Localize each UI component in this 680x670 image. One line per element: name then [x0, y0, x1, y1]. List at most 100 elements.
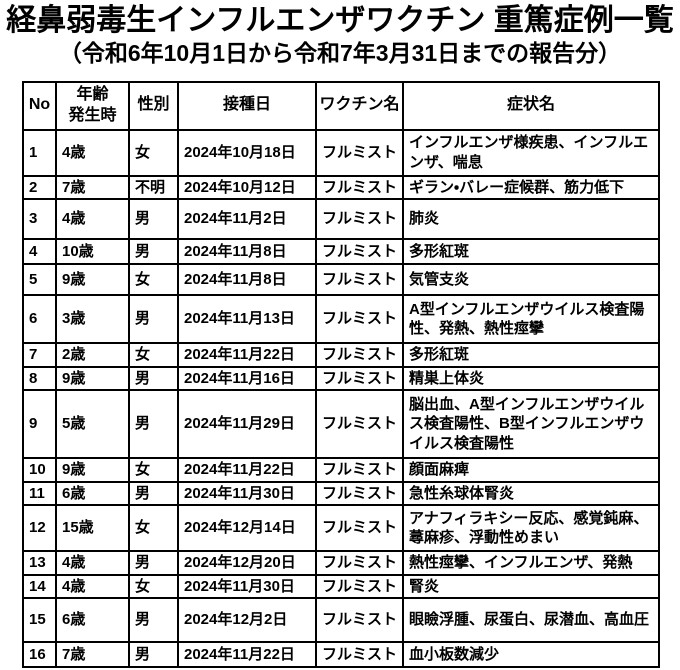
- table-row: 15 6歳男 2024年12月2日 フルミスト 眼瞼浮腫、尿蛋白、尿潜血、高血圧: [22, 597, 660, 644]
- serious-case-table: No 年齢 発生時 性別 接種日 ワクチン名 症状名 1 4歳女 2024年10月1…: [22, 81, 660, 669]
- cell-no: 10: [22, 457, 57, 483]
- cell-date: 2024年11月8日: [177, 263, 317, 297]
- header-row: No 年齢 発生時 性別 接種日 ワクチン名 症状名: [22, 81, 660, 131]
- cell-age: 9歳: [55, 263, 130, 297]
- cell-no: 15: [22, 597, 57, 644]
- cell-symptom: 顔面麻痺: [402, 457, 660, 483]
- cell-no: 1: [22, 128, 57, 177]
- cell-date: 2024年12月20日: [177, 550, 317, 576]
- table-row: 8 9歳男 2024年11月16日 フルミスト 精巣上体炎: [22, 365, 660, 392]
- cell-vaccine: フルミスト: [315, 550, 404, 576]
- cell-vaccine: フルミスト: [315, 389, 404, 460]
- cell-no: 11: [22, 480, 57, 507]
- cell-date: 2024年11月16日: [177, 365, 317, 392]
- cell-sex: 男: [128, 294, 179, 345]
- cell-date: 2024年11月2日: [177, 198, 317, 241]
- cell-age: 10歳: [55, 238, 130, 266]
- cell-vaccine: フルミスト: [315, 294, 404, 345]
- cell-vaccine: フルミスト: [315, 365, 404, 392]
- table-row: 5 9歳女 2024年11月8日 フルミスト 気管支炎: [22, 263, 660, 297]
- col-header-sex: 性別: [128, 81, 179, 131]
- col-header-date: 接種日: [177, 81, 317, 131]
- cell-age: 9歳: [55, 365, 130, 392]
- cell-date: 2024年11月8日: [177, 238, 317, 266]
- table-row: 3 4歳男 2024年11月2日 フルミスト 肺炎: [22, 198, 660, 241]
- table-header: No 年齢 発生時 性別 接種日 ワクチン名 症状名: [22, 81, 660, 131]
- page-subtitle: （令和6年10月1日から令和7年3月31日までの報告分）: [58, 39, 622, 66]
- cell-age: 2歳: [55, 342, 130, 368]
- col-header-symptom: 症状名: [402, 81, 660, 131]
- cell-symptom: 急性糸球体腎炎: [402, 480, 660, 507]
- cell-vaccine: フルミスト: [315, 263, 404, 297]
- cell-symptom: アナフィラキシー反応、感覚鈍麻、蕁麻疹、浮動性めまい: [402, 504, 660, 553]
- cell-date: 2024年11月29日: [177, 389, 317, 460]
- cell-no: 5: [22, 263, 57, 297]
- cell-no: 13: [22, 550, 57, 576]
- cell-age: 4歳: [55, 573, 130, 600]
- cell-sex: 女: [128, 342, 179, 368]
- cell-vaccine: フルミスト: [315, 198, 404, 241]
- cell-sex: 男: [128, 641, 179, 669]
- cell-symptom: 気管支炎: [402, 263, 660, 297]
- cell-no: 9: [22, 389, 57, 460]
- cell-age: 7歳: [55, 174, 130, 201]
- col-header-no: No: [22, 81, 57, 131]
- cell-symptom: 熱性痙攣、インフルエンザ、発熱: [402, 550, 660, 576]
- cell-date: 2024年10月12日: [177, 174, 317, 201]
- cell-age: 6歳: [55, 597, 130, 644]
- table-row: 9 5歳男 2024年11月29日 フルミスト 脳出血、A型インフルエンザウイルス検査陽…: [22, 389, 660, 460]
- cell-symptom: 多形紅斑: [402, 342, 660, 368]
- cell-sex: 男: [128, 597, 179, 644]
- table-row: 1 4歳女 2024年10月18日 フルミスト インフルエンザ様疾患、インフルエンザ、喘…: [22, 128, 660, 177]
- cell-vaccine: フルミスト: [315, 457, 404, 483]
- cell-sex: 女: [128, 573, 179, 600]
- table-row: 6 3歳男 2024年11月13日 フルミスト A型インフルエンザウイルス検査陽性、発熱…: [22, 294, 660, 345]
- table-row: 13 4歳男 2024年12月20日 フルミスト 熱性痙攣、インフルエンザ、発熱: [22, 550, 660, 576]
- cell-age: 15歳: [55, 504, 130, 553]
- cell-vaccine: フルミスト: [315, 641, 404, 669]
- cell-date: 2024年11月30日: [177, 573, 317, 600]
- cell-date: 2024年10月18日: [177, 128, 317, 177]
- table-row: 7 2歳女 2024年11月22日 フルミスト 多形紅斑: [22, 342, 660, 368]
- cell-sex: 女: [128, 457, 179, 483]
- cell-no: 16: [22, 641, 57, 669]
- cell-no: 3: [22, 198, 57, 241]
- cell-age: 4歳: [55, 550, 130, 576]
- cell-symptom: インフルエンザ様疾患、インフルエンザ、喘息: [402, 128, 660, 177]
- cell-no: 8: [22, 365, 57, 392]
- cell-vaccine: フルミスト: [315, 480, 404, 507]
- table-row: 11 6歳男 2024年11月30日 フルミスト 急性糸球体腎炎: [22, 480, 660, 507]
- table-row: 12 15歳女 2024年12月14日 フルミスト アナフィラキシー反応、感覚鈍麻、蕁麻…: [22, 504, 660, 553]
- cell-no: 6: [22, 294, 57, 345]
- cell-age: 9歳: [55, 457, 130, 483]
- cell-symptom: A型インフルエンザウイルス検査陽性、発熱、熱性痙攣: [402, 294, 660, 345]
- cell-vaccine: フルミスト: [315, 128, 404, 177]
- cell-vaccine: フルミスト: [315, 597, 404, 644]
- table-row: 10 9歳女 2024年11月22日 フルミスト 顔面麻痺: [22, 457, 660, 483]
- cell-vaccine: フルミスト: [315, 238, 404, 266]
- cell-age: 4歳: [55, 198, 130, 241]
- cell-age: 5歳: [55, 389, 130, 460]
- cell-symptom: 血小板数減少: [402, 641, 660, 669]
- table-row: 2 7歳 不明 2024年10月12日 フルミスト ギラン・バレー症候群、筋力低下: [22, 174, 660, 201]
- cell-symptom: 多形紅斑: [402, 238, 660, 266]
- cell-date: 2024年11月22日: [177, 342, 317, 368]
- cell-symptom: 肺炎: [402, 198, 660, 241]
- col-header-age: 年齢 発生時: [55, 81, 130, 131]
- cell-sex: 男: [128, 389, 179, 460]
- page-title: 経鼻弱毒生インフルエンザワクチン 重篤症例一覧: [6, 4, 674, 37]
- cell-sex: 女: [128, 504, 179, 553]
- cell-sex: 男: [128, 238, 179, 266]
- cell-no: 4: [22, 238, 57, 266]
- cell-date: 2024年11月22日: [177, 641, 317, 669]
- cell-vaccine: フルミスト: [315, 504, 404, 553]
- cell-sex: 男: [128, 550, 179, 576]
- cell-age: 7歳: [55, 641, 130, 669]
- table-row: 14 4歳女 2024年11月30日 フルミスト 腎炎: [22, 573, 660, 600]
- cell-date: 2024年11月13日: [177, 294, 317, 345]
- cell-date: 2024年11月22日: [177, 457, 317, 483]
- cell-age: 6歳: [55, 480, 130, 507]
- col-header-vaccine: ワクチン名: [315, 81, 404, 131]
- cell-sex: 女: [128, 263, 179, 297]
- cell-sex: 不明: [128, 174, 179, 201]
